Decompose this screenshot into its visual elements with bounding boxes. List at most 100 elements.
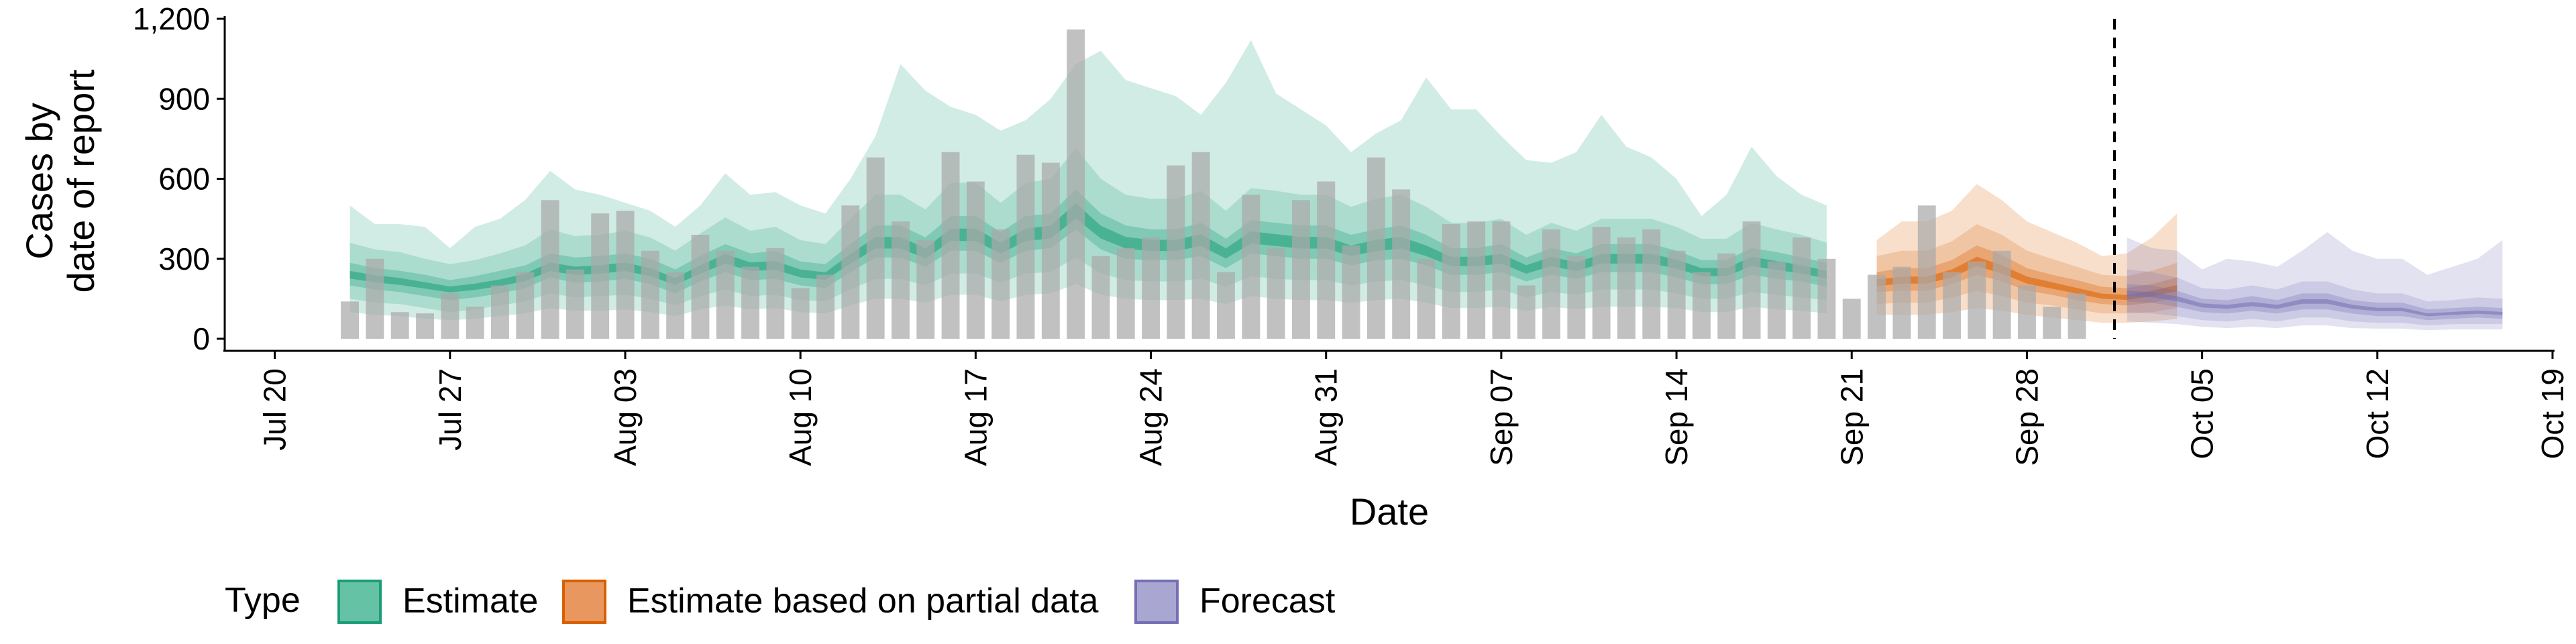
forecast-median bbox=[2127, 290, 2503, 317]
bar-reported-cases bbox=[841, 205, 860, 339]
legend-label-estimate-based-on-partial-data: Estimate based on partial data bbox=[627, 582, 1099, 621]
bar-reported-cases bbox=[1943, 272, 1961, 339]
legend-swatch-estimate-based-on-partial-data bbox=[562, 580, 606, 624]
bar-reported-cases bbox=[641, 250, 659, 339]
bar-reported-cases bbox=[1342, 245, 1360, 339]
bar-reported-cases bbox=[1992, 250, 2011, 339]
bar-reported-cases bbox=[1167, 165, 1185, 339]
bar-reported-cases bbox=[1217, 272, 1235, 339]
bar-reported-cases bbox=[1091, 256, 1110, 339]
bar-reported-cases bbox=[791, 288, 810, 339]
bar-reported-cases bbox=[1116, 248, 1135, 339]
bar-reported-cases bbox=[1016, 154, 1035, 339]
x-tick-label: Oct 05 bbox=[2185, 368, 2220, 460]
bar-reported-cases bbox=[566, 269, 584, 339]
x-tick-label: Aug 31 bbox=[1309, 368, 1344, 466]
bar-reported-cases bbox=[616, 211, 635, 339]
legend: Type Estimate Estimate based on partial d… bbox=[225, 580, 1336, 624]
legend-label-estimate: Estimate bbox=[402, 582, 538, 621]
x-tick-label: Jul 20 bbox=[258, 368, 292, 451]
bar-reported-cases bbox=[1442, 224, 1460, 339]
x-tick-label: Sep 14 bbox=[1659, 368, 1694, 466]
bar-reported-cases bbox=[2068, 293, 2086, 339]
x-tick-label: Oct 19 bbox=[2535, 368, 2570, 460]
bar-reported-cases bbox=[1267, 248, 1285, 339]
bar-reported-cases bbox=[1592, 227, 1611, 339]
bar-reported-cases bbox=[892, 221, 910, 339]
y-axis-title-line2: date of report bbox=[60, 69, 102, 293]
x-tick-label: Aug 10 bbox=[783, 368, 818, 466]
legend-swatch-estimate bbox=[337, 580, 382, 624]
bar-reported-cases bbox=[1868, 274, 1886, 339]
estimate-based-on-partial-data-band-50 bbox=[1876, 245, 2178, 306]
bar-reported-cases bbox=[591, 213, 610, 339]
bar-reported-cases bbox=[416, 313, 434, 339]
estimate-based-on-partial-data-median bbox=[1876, 256, 2178, 301]
bar-reported-cases bbox=[1067, 29, 1085, 339]
bar-reported-cases bbox=[1667, 250, 1686, 339]
bar-reported-cases bbox=[1392, 189, 1411, 339]
bar-reported-cases bbox=[1742, 221, 1761, 339]
x-tick-label: Sep 21 bbox=[1834, 368, 1869, 466]
bar-reported-cases bbox=[2043, 307, 2061, 339]
bar-reported-cases bbox=[1492, 221, 1511, 339]
bar-reported-cases bbox=[366, 258, 384, 339]
y-tick-label: 600 bbox=[158, 162, 210, 197]
bar-reported-cases bbox=[741, 266, 759, 339]
bar-reported-cases bbox=[1693, 272, 1711, 339]
bar-reported-cases bbox=[1567, 256, 1586, 339]
legend-title: Type bbox=[225, 581, 301, 620]
bar-reported-cases bbox=[691, 235, 710, 339]
x-axis-title: Date bbox=[1350, 490, 1429, 533]
x-tick-label: Aug 24 bbox=[1134, 368, 1169, 466]
legend-entries: Estimate Estimate based on partial data Fo… bbox=[337, 580, 1336, 624]
bar-reported-cases bbox=[466, 307, 484, 339]
bar-reported-cases bbox=[1242, 195, 1260, 339]
bar-reported-cases bbox=[816, 274, 835, 339]
bar-reported-cases bbox=[390, 312, 409, 339]
bar-reported-cases bbox=[966, 181, 985, 339]
bar-reported-cases bbox=[716, 250, 735, 339]
y-tick-label: 300 bbox=[158, 241, 210, 276]
bar-reported-cases bbox=[991, 229, 1010, 339]
bar-reported-cases bbox=[1292, 200, 1310, 339]
y-tick-label: 900 bbox=[158, 81, 210, 116]
bar-reported-cases bbox=[1717, 253, 1736, 339]
bar-reported-cases bbox=[1767, 261, 1786, 339]
bar-reported-cases bbox=[1917, 205, 1936, 339]
plot-bars bbox=[341, 29, 2086, 339]
bar-reported-cases bbox=[541, 200, 559, 339]
bar-reported-cases bbox=[766, 248, 785, 339]
bar-reported-cases bbox=[941, 152, 960, 339]
legend-swatch-forecast bbox=[1134, 580, 1179, 624]
bar-reported-cases bbox=[1642, 229, 1661, 339]
bar-reported-cases bbox=[2018, 285, 2036, 339]
bar-reported-cases bbox=[866, 157, 885, 339]
bar-reported-cases bbox=[1142, 237, 1160, 339]
bar-reported-cases bbox=[1417, 258, 1436, 339]
x-tick-label: Aug 03 bbox=[608, 368, 643, 466]
bar-reported-cases bbox=[1366, 157, 1385, 339]
y-tick-label: 0 bbox=[193, 321, 210, 356]
bar-reported-cases bbox=[1842, 299, 1861, 339]
bar-reported-cases bbox=[1517, 285, 1536, 339]
bar-reported-cases bbox=[491, 285, 509, 339]
bar-reported-cases bbox=[341, 301, 359, 339]
bar-reported-cases bbox=[1542, 229, 1560, 339]
bar-reported-cases bbox=[1892, 266, 1911, 339]
x-tick-label: Oct 12 bbox=[2360, 368, 2395, 460]
axes: 0 300 600 900 1,200 Jul 20 Jul 27 Aug 03 Aug 10 A… bbox=[133, 1, 2570, 466]
bar-reported-cases bbox=[1817, 258, 1836, 339]
x-tick-label: Sep 28 bbox=[2009, 368, 2044, 466]
bar-reported-cases bbox=[1467, 221, 1486, 339]
bar-reported-cases bbox=[516, 272, 535, 339]
bar-reported-cases bbox=[1317, 181, 1336, 339]
x-tick-label: Sep 07 bbox=[1484, 368, 1519, 466]
bar-reported-cases bbox=[1968, 261, 1986, 339]
x-tick-label: Aug 17 bbox=[958, 368, 993, 466]
y-axis-title-line1: Cases by bbox=[18, 103, 60, 259]
y-tick-label: 1,200 bbox=[133, 1, 210, 36]
bar-reported-cases bbox=[1792, 237, 1811, 339]
x-tick-label: Jul 27 bbox=[433, 368, 468, 451]
